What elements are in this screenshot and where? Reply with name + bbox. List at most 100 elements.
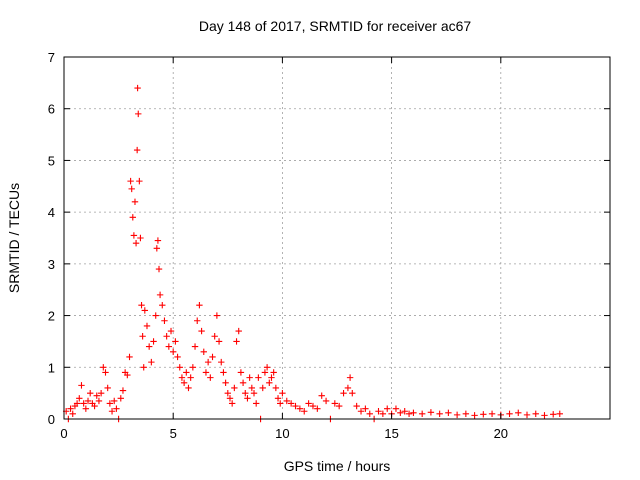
data-point: [237, 369, 245, 376]
data-point: [228, 400, 236, 407]
data-point: [305, 400, 312, 407]
data-point: [183, 369, 190, 376]
data-point: [331, 400, 339, 407]
y-tick-label: 5: [48, 153, 55, 168]
data-point: [138, 302, 145, 309]
data-point: [135, 110, 142, 118]
data-point: [163, 333, 170, 340]
data-point: [357, 408, 365, 415]
data-point: [194, 317, 201, 324]
data-point: [136, 177, 143, 185]
data-point: [353, 402, 360, 410]
data-point: [148, 358, 155, 366]
data-point: [91, 402, 98, 410]
data-point: [344, 384, 352, 392]
data-point: [189, 364, 197, 371]
data-point: [274, 395, 282, 402]
data-point: [211, 333, 218, 340]
data-point: [104, 384, 111, 392]
data-point: [126, 353, 133, 361]
data-point: [155, 265, 163, 273]
data-point: [127, 177, 134, 185]
x-tick-label: 15: [384, 426, 398, 441]
data-point: [161, 317, 168, 324]
data-point: [226, 395, 234, 402]
data-point: [318, 392, 325, 399]
data-point: [287, 400, 295, 407]
data-point: [242, 389, 249, 397]
data-point: [133, 146, 141, 154]
data-point: [209, 353, 216, 361]
data-point: [405, 410, 413, 418]
data-point: [100, 364, 107, 371]
data-point: [129, 214, 136, 221]
data-point: [82, 405, 90, 412]
data-point: [128, 185, 135, 193]
data-point: [156, 291, 164, 299]
data-point: [207, 374, 214, 381]
data-point: [165, 343, 173, 350]
data-point: [401, 408, 408, 415]
data-point: [532, 410, 539, 418]
data-point: [80, 400, 87, 407]
data-point: [270, 369, 277, 376]
data-point: [178, 374, 186, 381]
data-point: [167, 327, 175, 335]
data-point: [132, 239, 140, 247]
data-point: [292, 402, 299, 410]
data-point: [170, 348, 177, 355]
data-point: [131, 198, 139, 205]
data-point: [301, 408, 308, 415]
data-point: [322, 397, 330, 405]
data-point: [366, 410, 373, 418]
data-point: [117, 395, 124, 402]
data-point: [119, 387, 127, 394]
data-point: [235, 327, 242, 335]
data-point: [397, 409, 404, 416]
data-point: [73, 400, 81, 407]
x-tick-label: 5: [170, 426, 177, 441]
data-point: [220, 369, 227, 376]
data-point: [196, 302, 203, 309]
y-tick-label: 6: [48, 102, 55, 117]
y-tick-label: 7: [48, 50, 55, 65]
data-point: [506, 410, 513, 418]
data-point: [97, 389, 105, 397]
data-point: [152, 312, 159, 319]
data-point: [340, 389, 347, 397]
axis-ticks: 0 5 10 15 20 0 1 2 3 4 5 6 7: [48, 50, 610, 441]
data-point: [139, 333, 146, 340]
data-point: [224, 389, 231, 397]
data-point: [523, 411, 531, 419]
data-point: [198, 327, 205, 335]
data-point: [418, 410, 426, 418]
data-point: [222, 379, 229, 386]
data-point: [392, 405, 400, 412]
data-point: [309, 402, 317, 410]
data-point: [314, 405, 321, 412]
data-point: [130, 232, 138, 239]
data-point: [187, 374, 194, 381]
data-point: [239, 379, 247, 386]
data-point: [272, 384, 280, 392]
data-point: [233, 338, 240, 345]
y-tick-label: 2: [48, 309, 55, 324]
data-point: [200, 348, 207, 355]
data-point: [69, 410, 76, 418]
data-point: [255, 374, 262, 381]
data-point: [95, 397, 103, 405]
data-point: [185, 384, 192, 392]
data-point: [445, 409, 452, 416]
data-point: [263, 364, 271, 371]
data-point: [159, 302, 166, 309]
data-point: [462, 410, 470, 418]
data-point: [244, 395, 251, 402]
data-point: [111, 397, 118, 405]
data-point: [84, 397, 92, 405]
grid-lines: [64, 57, 610, 419]
x-tick-label: 10: [275, 426, 289, 441]
data-point: [174, 353, 181, 361]
data-point: [106, 400, 114, 407]
data-point: [202, 369, 210, 376]
